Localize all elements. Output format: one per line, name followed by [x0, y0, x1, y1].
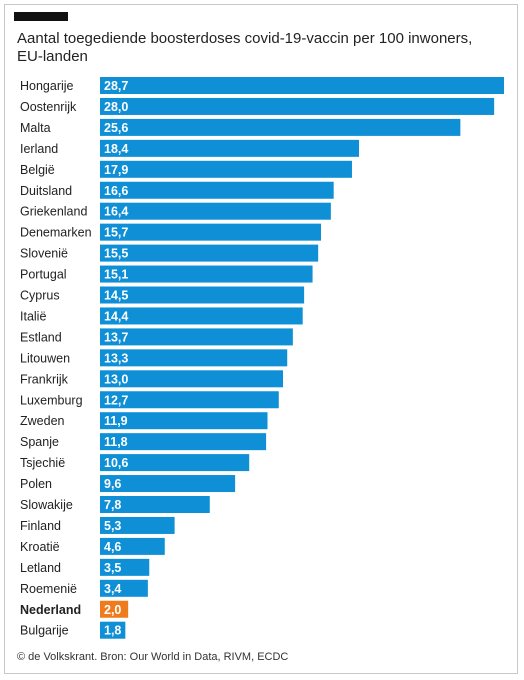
bar [100, 118, 461, 136]
category-label: Kroatië [20, 540, 60, 554]
bar [100, 558, 150, 576]
category-label: Zweden [20, 414, 65, 428]
bar [100, 496, 210, 513]
bar [100, 370, 283, 388]
value-label: 9,6 [104, 477, 121, 491]
value-label: 4,6 [104, 540, 121, 554]
value-label: 28,0 [104, 100, 128, 114]
category-label: Italië [20, 309, 46, 323]
value-label: 11,8 [104, 435, 128, 449]
bar [100, 160, 352, 178]
bar [100, 433, 267, 451]
category-label: Griekenland [20, 205, 87, 219]
value-label: 13,3 [104, 351, 128, 365]
bar [100, 349, 288, 367]
bar [100, 454, 250, 472]
category-label: Slovenië [20, 247, 68, 261]
value-label: 25,6 [104, 121, 128, 135]
category-label: Hongarije [20, 79, 74, 93]
value-label: 7,8 [104, 498, 121, 512]
category-label: Malta [20, 121, 51, 135]
value-label: 3,4 [104, 582, 121, 596]
bar [100, 286, 305, 304]
bar [100, 202, 331, 220]
value-label: 15,5 [104, 247, 128, 261]
value-label: 12,7 [104, 393, 128, 407]
value-label: 5,3 [104, 519, 121, 533]
bar [100, 97, 495, 115]
bar [100, 181, 334, 199]
value-label: 14,5 [104, 289, 128, 303]
category-label: Tsjechië [20, 456, 65, 470]
category-label: Denemarken [20, 226, 92, 240]
figure-frame [4, 4, 518, 674]
bar [100, 516, 175, 534]
category-label: België [20, 163, 55, 177]
value-label: 1,8 [104, 624, 121, 638]
category-label: Spanje [20, 435, 59, 449]
value-label: 16,4 [104, 205, 128, 219]
value-label: 18,4 [104, 142, 128, 156]
category-label: Duitsland [20, 184, 72, 198]
category-label: Frankrijk [20, 372, 69, 386]
category-label: Roemenië [20, 582, 77, 596]
category-label: Litouwen [20, 351, 70, 365]
value-label: 16,6 [104, 184, 128, 198]
value-label: 15,1 [104, 268, 128, 282]
source-credit: © de Volkskrant. Bron: Our World in Data… [17, 651, 289, 663]
bar [100, 244, 319, 262]
value-label: 28,7 [104, 79, 128, 93]
bar [100, 537, 165, 555]
category-label: Luxemburg [20, 393, 83, 407]
bar [100, 391, 279, 409]
category-label: Finland [20, 519, 61, 533]
brand-bar [14, 12, 68, 21]
chart-title: Aantal toegediende boosterdoses covid-19… [17, 30, 473, 65]
category-label: Slowakije [20, 498, 73, 512]
bar [100, 328, 293, 346]
value-label: 14,4 [104, 309, 128, 323]
value-label: 2,0 [104, 603, 121, 617]
bar [100, 621, 126, 639]
category-label: Estland [20, 330, 62, 344]
category-label: Bulgarije [20, 624, 69, 638]
bar [100, 139, 360, 157]
value-label: 13,7 [104, 330, 128, 344]
category-label: Nederland [20, 603, 81, 617]
value-label: 10,6 [104, 456, 128, 470]
bar [100, 307, 303, 325]
bar [100, 475, 236, 493]
category-label: Polen [20, 477, 52, 491]
bar [100, 579, 148, 597]
value-label: 15,7 [104, 226, 128, 240]
category-label: Oostenrijk [20, 100, 77, 114]
bar [100, 77, 504, 94]
bar [100, 265, 313, 283]
category-label: Cyprus [20, 289, 60, 303]
bar [100, 600, 129, 618]
value-label: 11,9 [104, 414, 128, 428]
value-label: 13,0 [104, 372, 128, 386]
bar [100, 223, 322, 241]
category-label: Portugal [20, 268, 67, 282]
category-label: Letland [20, 561, 61, 575]
bar [100, 412, 268, 430]
value-label: 17,9 [104, 163, 128, 177]
value-label: 3,5 [104, 561, 121, 575]
category-label: Ierland [20, 142, 58, 156]
